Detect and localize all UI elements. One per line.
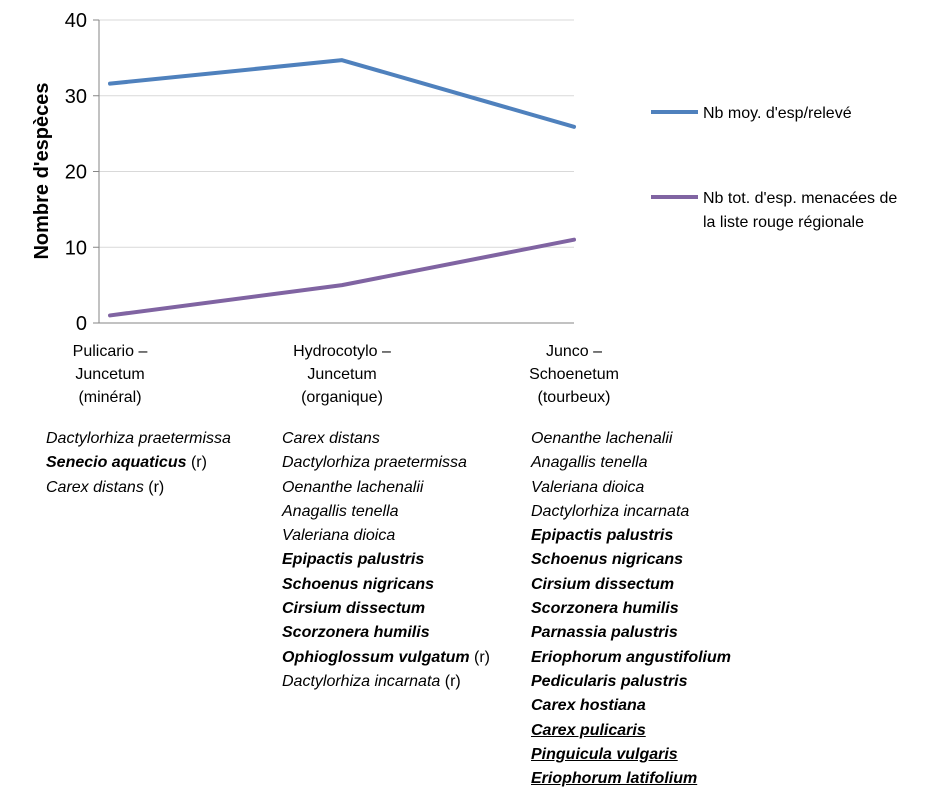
species-item: Carex distans bbox=[282, 427, 490, 451]
category-label: (tourbeux) bbox=[538, 389, 611, 406]
species-item: Schoenus nigricans bbox=[531, 548, 731, 572]
species-item: Scorzonera humilis bbox=[282, 621, 490, 645]
species-name: Scorzonera humilis bbox=[531, 600, 679, 618]
category-label: Pulicario – bbox=[73, 343, 148, 360]
species-name: Anagallis tenella bbox=[282, 502, 399, 520]
species-item: Dactylorhiza praetermissa bbox=[46, 427, 231, 451]
species-name: Valeriana dioica bbox=[531, 478, 645, 496]
species-item: Epipactis palustris bbox=[282, 548, 490, 572]
species-name: Schoenus nigricans bbox=[531, 551, 684, 569]
species-name: Carex hostiana bbox=[531, 697, 646, 715]
species-name: Epipactis palustris bbox=[531, 527, 674, 545]
species-item: Ophioglossum vulgatum (r) bbox=[282, 646, 490, 670]
species-name: Carex pulicaris bbox=[531, 721, 646, 739]
species-name: Dactylorhiza incarnata bbox=[531, 502, 690, 520]
species-item: Scorzonera humilis bbox=[531, 597, 731, 621]
species-suffix: (r) bbox=[469, 648, 490, 666]
legend-entry: la liste rouge régionale bbox=[703, 214, 864, 231]
species-name: Eriophorum angustifolium bbox=[531, 648, 731, 666]
y-tick-labels: 0 10 20 30 40 bbox=[65, 10, 87, 335]
species-name: Pinguicula vulgaris bbox=[531, 745, 678, 763]
species-item: Oenanthe lachenalii bbox=[531, 427, 731, 451]
category-label: Junco – bbox=[546, 343, 602, 360]
series-line-0 bbox=[108, 58, 576, 129]
species-item: Schoenus nigricans bbox=[282, 573, 490, 597]
species-item: Parnassia palustris bbox=[531, 621, 731, 645]
species-item: Carex hostiana bbox=[531, 694, 731, 718]
species-item: Oenanthe lachenalii bbox=[282, 476, 490, 500]
y-tick-label: 40 bbox=[65, 10, 87, 32]
species-name: Dactylorhiza praetermissa bbox=[46, 430, 231, 447]
category-label: (organique) bbox=[301, 389, 383, 406]
y-tick-label: 20 bbox=[65, 162, 87, 184]
species-item: Dactylorhiza incarnata bbox=[531, 500, 731, 524]
species-suffix: (r) bbox=[143, 478, 165, 496]
species-list-junco: Oenanthe lachenalii Anagallis tenella Vale… bbox=[531, 427, 731, 791]
species-name: Parnassia palustris bbox=[531, 624, 678, 642]
species-name: Dactylorhiza praetermissa bbox=[282, 454, 467, 472]
category-label: Schoenetum bbox=[529, 366, 619, 383]
species-item: Eriophorum latifolium bbox=[531, 767, 731, 791]
species-item: Valeriana dioica bbox=[282, 524, 490, 548]
series-lines bbox=[108, 58, 576, 318]
species-item: Carex distans (r) bbox=[46, 476, 231, 500]
species-item: Eriophorum angustifolium bbox=[531, 646, 731, 670]
species-name: Dactylorhiza incarnata bbox=[282, 672, 441, 690]
species-item: Anagallis tenella bbox=[282, 500, 490, 524]
category-label: Juncetum bbox=[307, 366, 376, 383]
species-name: Anagallis tenella bbox=[531, 454, 648, 472]
species-name: Carex distans bbox=[282, 430, 380, 447]
species-item: Carex pulicaris bbox=[531, 719, 731, 743]
species-name: Epipactis palustris bbox=[282, 551, 425, 569]
species-item: Pedicularis palustris bbox=[531, 670, 731, 694]
species-item: Cirsium dissectum bbox=[282, 597, 490, 621]
species-name: Valeriana dioica bbox=[282, 527, 396, 545]
species-item: Valeriana dioica bbox=[531, 476, 731, 500]
y-tick-label: 10 bbox=[65, 237, 87, 259]
species-item: Senecio aquaticus (r) bbox=[46, 451, 231, 475]
category-label: Hydrocotylo – bbox=[293, 343, 391, 360]
gridlines bbox=[99, 19, 574, 248]
legend-entry: Nb tot. d'esp. menacées de bbox=[703, 190, 897, 207]
species-item: Dactylorhiza incarnata (r) bbox=[282, 670, 490, 694]
species-item: Anagallis tenella bbox=[531, 451, 731, 475]
species-list-pulicario: Dactylorhiza praetermissa Senecio aquatic… bbox=[46, 427, 231, 500]
y-tick-label: 0 bbox=[76, 313, 87, 335]
species-name: Cirsium dissectum bbox=[282, 600, 426, 618]
species-name: Senecio aquaticus bbox=[46, 454, 187, 472]
species-list-hydrocotylo: Carex distans Dactylorhiza praetermissa Oe… bbox=[282, 427, 490, 694]
category-label: Juncetum bbox=[75, 366, 144, 383]
y-axis-label: Nombre d'espèces bbox=[31, 82, 53, 259]
species-item: Pinguicula vulgaris bbox=[531, 743, 731, 767]
species-name: Schoenus nigricans bbox=[282, 575, 435, 593]
legend-entry: Nb moy. d'esp/relevé bbox=[703, 105, 852, 122]
species-suffix: (r) bbox=[440, 672, 461, 690]
species-suffix: (r) bbox=[186, 454, 207, 472]
species-name: Oenanthe lachenalii bbox=[282, 478, 424, 496]
legend: Nb moy. d'esp/relevé Nb tot. d'esp. menac… bbox=[651, 105, 897, 231]
species-name: Cirsium dissectum bbox=[531, 575, 675, 593]
species-item: Dactylorhiza praetermissa bbox=[282, 451, 490, 475]
species-item: Epipactis palustris bbox=[531, 524, 731, 548]
series-line-1 bbox=[108, 237, 576, 318]
category-labels: Pulicario – Juncetum (minéral) Hydrocotylo … bbox=[73, 343, 619, 406]
species-name: Ophioglossum vulgatum bbox=[282, 648, 470, 666]
species-name: Scorzonera humilis bbox=[282, 624, 430, 642]
species-name: Oenanthe lachenalii bbox=[531, 430, 673, 447]
line-chart: 0 10 20 30 40 Nombre d'espèces Pulicario – Ju… bbox=[31, 10, 897, 406]
y-tick-label: 30 bbox=[65, 86, 87, 108]
species-name: Pedicularis palustris bbox=[531, 672, 688, 690]
category-label: (minéral) bbox=[78, 389, 141, 406]
species-item: Cirsium dissectum bbox=[531, 573, 731, 597]
species-name: Eriophorum latifolium bbox=[531, 770, 698, 788]
species-name: Carex distans bbox=[46, 478, 144, 496]
axes bbox=[93, 19, 574, 324]
